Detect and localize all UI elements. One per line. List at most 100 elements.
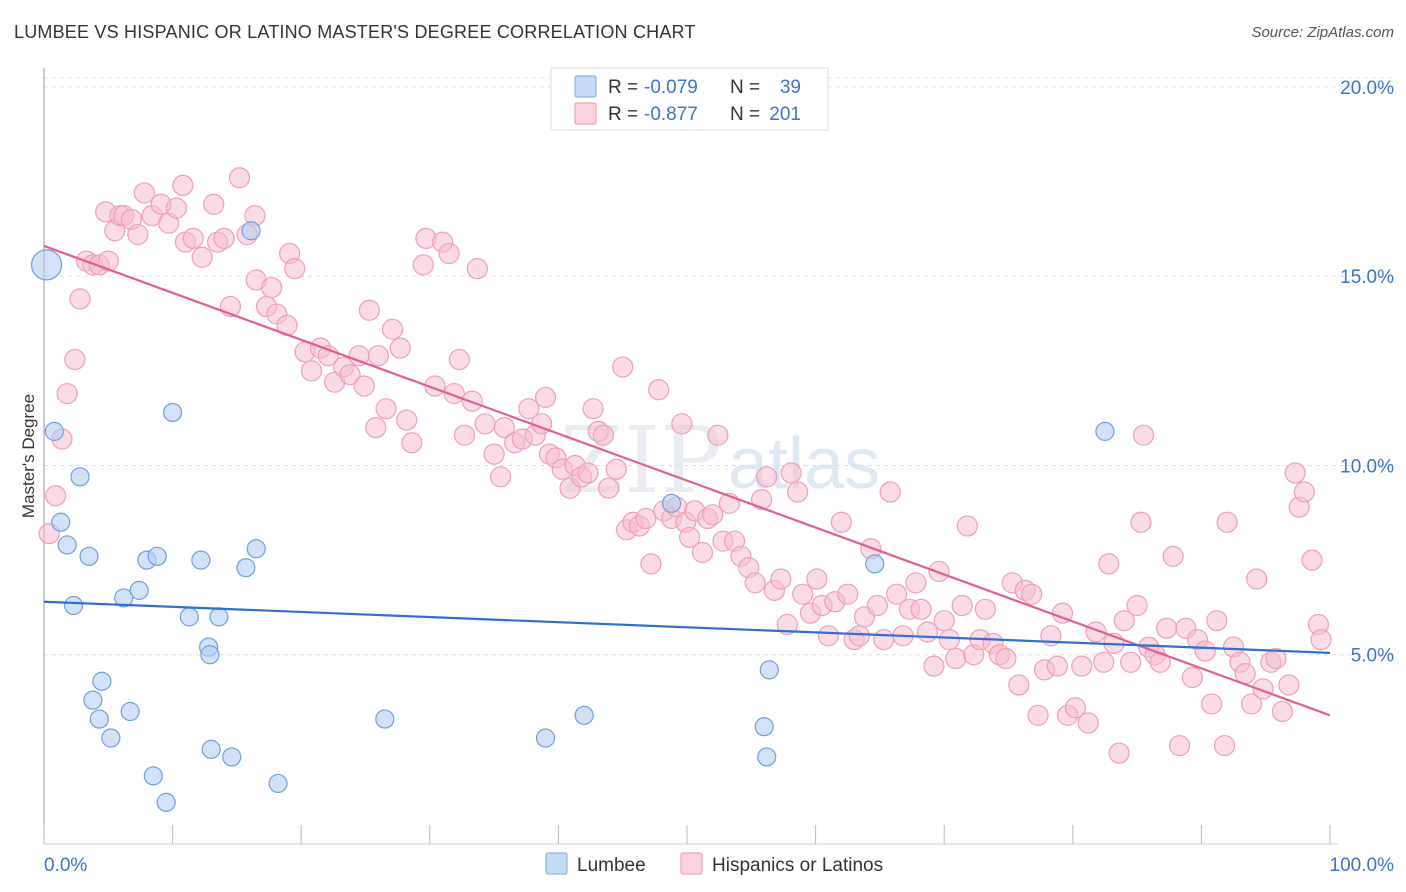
lumbee-point xyxy=(1095,421,1115,441)
hispanic-point xyxy=(780,462,802,484)
hispanic-point xyxy=(1240,693,1263,715)
hispanic-point xyxy=(127,223,149,246)
lumbee-point xyxy=(759,660,779,680)
legend-r-label-hispanic: R = xyxy=(608,104,638,125)
lumbee-point xyxy=(222,747,242,767)
lumbee-point xyxy=(865,554,885,574)
bottom-legend-swatch-hispanic xyxy=(680,852,703,875)
hispanic-point xyxy=(483,443,505,465)
hispanic-point xyxy=(648,379,670,401)
hispanic-point xyxy=(1027,704,1049,726)
hispanic-point xyxy=(191,246,213,268)
hispanic-point xyxy=(1130,511,1152,533)
hispanic-point xyxy=(1194,640,1216,662)
lumbee-point xyxy=(661,493,682,513)
lumbee-trend-line xyxy=(43,600,1331,654)
hispanic-point xyxy=(56,382,78,405)
hispanic-point xyxy=(956,515,978,537)
hispanic-point xyxy=(1093,651,1115,673)
hispanic-point xyxy=(1126,594,1148,617)
hispanic-point xyxy=(489,466,512,488)
lumbee-point xyxy=(101,728,121,748)
hispanic-point xyxy=(396,409,418,431)
hispanic-point xyxy=(848,625,870,647)
y-tick-label-15: 15.0% xyxy=(1340,267,1394,288)
hispanic-point xyxy=(612,356,634,378)
hispanic-point xyxy=(1206,610,1228,632)
legend-top: R = -0.079 N = 39 R = -0.877 N = 201 xyxy=(550,67,829,131)
legend-n-label-hispanic: N = xyxy=(730,104,760,125)
hispanic-point xyxy=(776,613,798,636)
hispanic-point xyxy=(1168,734,1191,757)
hispanic-point xyxy=(1310,628,1332,651)
y-axis-tick-labels: 5.0% 10.0% 15.0% 20.0% xyxy=(1340,78,1394,667)
hispanic-point xyxy=(1046,655,1068,677)
hispanic-point xyxy=(577,462,599,484)
hispanic-point xyxy=(474,413,496,435)
hispanic-point xyxy=(1201,693,1223,715)
lumbee-point xyxy=(236,558,256,578)
hispanic-point xyxy=(493,417,515,439)
legend-n-value-hispanic: 201 xyxy=(769,104,801,125)
hispanic-point xyxy=(916,621,939,643)
watermark-zip: ZIP xyxy=(560,407,722,514)
hispanic-point xyxy=(97,250,119,272)
y-tick-label-20: 20.0% xyxy=(1340,78,1394,99)
lumbee-point xyxy=(147,546,167,566)
hispanic-point xyxy=(1098,553,1120,575)
hispanic-point xyxy=(770,568,792,590)
hispanic-point xyxy=(518,398,540,420)
hispanic-point xyxy=(213,227,235,249)
hispanic-point xyxy=(873,628,895,651)
hispanic-point xyxy=(702,504,724,526)
lumbee-point xyxy=(129,580,149,600)
hispanic-point xyxy=(806,568,828,590)
hispanic-point xyxy=(1162,545,1184,567)
hispanic-point xyxy=(597,477,620,499)
hispanic-point xyxy=(866,594,888,617)
hispanic-point xyxy=(1113,610,1135,632)
lumbee-point xyxy=(92,671,112,691)
lumbee-point xyxy=(70,467,90,487)
hispanic-point xyxy=(412,254,434,276)
hispanic-point xyxy=(974,598,996,620)
hispanic-point xyxy=(951,594,973,617)
hispanic-point xyxy=(1120,651,1142,673)
lumbee-point xyxy=(44,421,64,441)
hispanic-point xyxy=(44,485,67,507)
hispanic-point xyxy=(756,466,778,488)
hispanic-point xyxy=(367,345,389,367)
hispanic-point xyxy=(786,481,809,503)
legend-r-value-hispanic: -0.877 xyxy=(644,104,698,125)
lumbee-point xyxy=(83,690,103,710)
hispanic-point xyxy=(1008,674,1030,696)
hispanic-point xyxy=(1132,424,1155,446)
legend-r-value-lumbee: -0.079 xyxy=(644,77,698,98)
legend-swatch-hispanic xyxy=(574,102,597,125)
hispanic-point xyxy=(261,276,283,299)
hispanic-point xyxy=(182,227,204,249)
legend-bottom: Lumbee Hispanics or Latinos xyxy=(545,852,883,876)
hispanic-point xyxy=(1284,462,1306,484)
hispanic-point xyxy=(923,655,945,677)
hispanic-point xyxy=(792,583,814,605)
hispanic-point xyxy=(640,553,662,575)
lumbee-point xyxy=(241,221,261,241)
lumbee-point xyxy=(163,402,183,423)
series-lumbee-points xyxy=(30,221,1115,812)
lumbee-point xyxy=(574,705,594,725)
lumbee-point xyxy=(757,747,777,767)
hispanic-point xyxy=(1071,655,1093,677)
hispanic-point xyxy=(453,424,476,446)
hispanic-point xyxy=(365,417,387,439)
hispanic-point xyxy=(1265,647,1287,670)
lumbee-point xyxy=(63,595,84,616)
bottom-legend-label-lumbee: Lumbee xyxy=(577,855,646,876)
hispanic-point xyxy=(358,299,380,321)
lumbee-point xyxy=(200,645,220,665)
hispanic-point xyxy=(678,526,701,548)
lumbee-point xyxy=(51,512,71,532)
hispanic-point xyxy=(1077,712,1099,734)
hispanic-point xyxy=(165,197,188,219)
